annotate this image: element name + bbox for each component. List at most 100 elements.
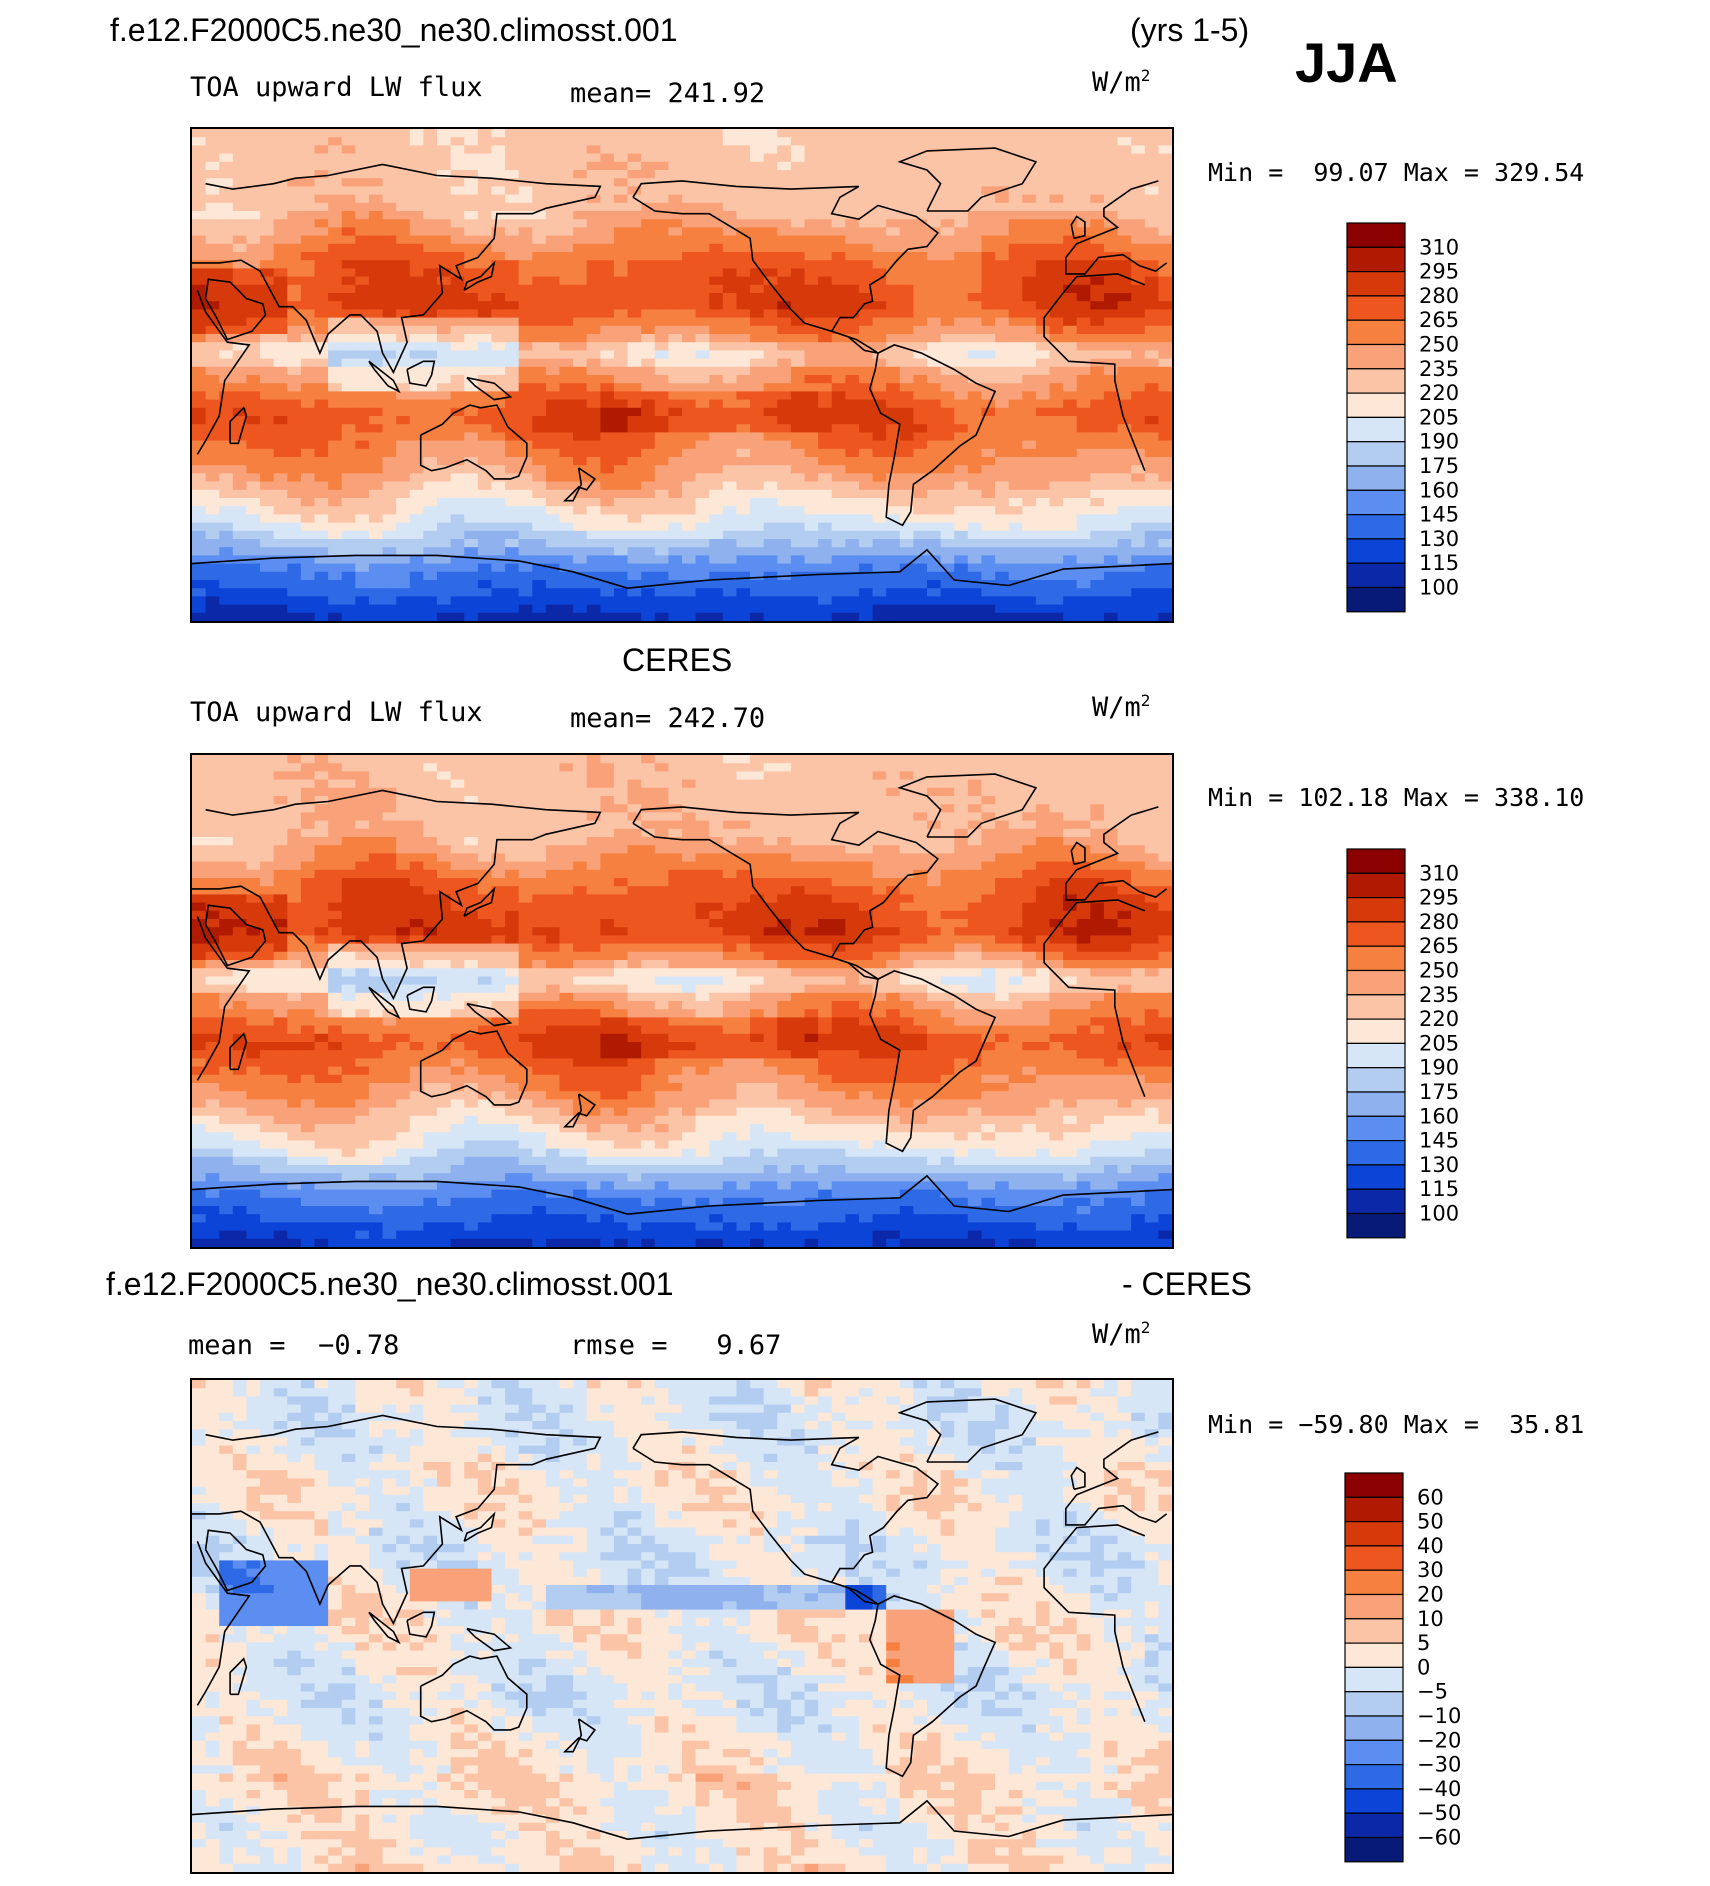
field-cell bbox=[777, 268, 792, 278]
field-cell bbox=[273, 194, 288, 204]
field-cell bbox=[559, 366, 574, 376]
field-cell bbox=[654, 137, 669, 146]
field-cell bbox=[314, 178, 329, 187]
field-cell bbox=[613, 571, 629, 581]
field-cell bbox=[1144, 161, 1159, 171]
colorbar-swatch bbox=[1346, 343, 1406, 370]
field-cell bbox=[1049, 571, 1064, 581]
field-cell bbox=[627, 202, 642, 212]
field-cell bbox=[205, 432, 220, 442]
field-cell bbox=[1008, 334, 1023, 343]
field-cell bbox=[845, 440, 860, 450]
field-cell bbox=[1117, 812, 1132, 822]
field-cell bbox=[1158, 276, 1172, 286]
field-cell bbox=[477, 506, 493, 515]
field-cell bbox=[913, 211, 928, 220]
field-cell bbox=[858, 612, 874, 621]
field-cell bbox=[845, 194, 860, 204]
field-cell bbox=[205, 489, 220, 499]
field-cell bbox=[1008, 276, 1023, 286]
field-cell bbox=[750, 481, 765, 491]
field-cell bbox=[586, 186, 601, 196]
field-cell bbox=[722, 489, 738, 499]
field-cell bbox=[940, 473, 955, 483]
field-cell bbox=[1144, 243, 1159, 253]
field-cell bbox=[368, 399, 384, 409]
field-cell bbox=[545, 145, 561, 155]
field-cell bbox=[1144, 293, 1159, 302]
field-cell bbox=[831, 588, 846, 597]
field-cell bbox=[682, 243, 697, 253]
field-cell bbox=[886, 498, 901, 507]
field-cell bbox=[205, 547, 220, 556]
field-cell bbox=[192, 383, 207, 392]
field-cell bbox=[586, 547, 601, 556]
coastline-13 bbox=[368, 360, 401, 394]
field-cell bbox=[545, 268, 561, 278]
field-cell bbox=[423, 812, 438, 822]
field-cell bbox=[1049, 596, 1064, 606]
field-cell bbox=[573, 268, 588, 278]
field-cell bbox=[899, 787, 914, 797]
field-cell bbox=[899, 448, 914, 458]
field-cell bbox=[1008, 129, 1023, 138]
field-cell bbox=[981, 211, 996, 220]
field-cell bbox=[763, 153, 778, 163]
field-cell bbox=[314, 481, 329, 491]
field-cell bbox=[654, 375, 669, 384]
field-cell bbox=[722, 145, 738, 155]
field-cell bbox=[1049, 260, 1064, 269]
field-cell bbox=[886, 186, 901, 196]
field-cell bbox=[1131, 473, 1146, 483]
field-cell bbox=[1090, 465, 1105, 474]
field-cell bbox=[246, 202, 261, 212]
field-cell bbox=[355, 211, 370, 220]
field-cell bbox=[1090, 612, 1105, 621]
field-cell bbox=[1076, 268, 1091, 278]
field-cell bbox=[668, 153, 683, 163]
field-cell bbox=[995, 465, 1010, 474]
field-cell bbox=[831, 137, 846, 146]
field-cell bbox=[627, 489, 642, 499]
field-cell bbox=[437, 506, 452, 515]
field-cell bbox=[1158, 342, 1172, 351]
field-cell bbox=[396, 235, 411, 245]
field-cell bbox=[368, 137, 384, 146]
field-cell bbox=[695, 375, 710, 384]
field-cell bbox=[1049, 612, 1064, 621]
field-cell bbox=[872, 243, 887, 253]
field-cell bbox=[613, 555, 629, 565]
field-cell bbox=[423, 309, 438, 319]
field-cell bbox=[559, 284, 574, 294]
field-cell bbox=[818, 530, 833, 540]
field-cell bbox=[858, 514, 874, 524]
field-cell bbox=[1158, 448, 1172, 458]
field-cell bbox=[818, 763, 833, 772]
field-cell bbox=[491, 506, 506, 515]
field-cell bbox=[287, 194, 302, 204]
field-cell bbox=[246, 804, 261, 813]
field-cell bbox=[273, 260, 288, 269]
field-cell bbox=[790, 547, 806, 556]
field-cell bbox=[1158, 235, 1172, 245]
field-cell bbox=[1144, 555, 1159, 565]
field-cell bbox=[763, 481, 778, 491]
field-cell bbox=[246, 301, 261, 310]
field-cell bbox=[300, 604, 316, 614]
field-cell bbox=[886, 555, 901, 565]
field-cell bbox=[899, 812, 914, 822]
field-cell bbox=[219, 399, 234, 409]
field-cell bbox=[886, 276, 901, 286]
field-cell bbox=[1049, 145, 1064, 155]
field-cell bbox=[341, 334, 356, 343]
field-cell bbox=[1131, 796, 1146, 805]
field-cell bbox=[641, 481, 656, 491]
field-cell bbox=[450, 383, 465, 392]
field-cell bbox=[940, 194, 955, 204]
field-cell bbox=[1090, 580, 1105, 589]
field-cell bbox=[491, 812, 506, 822]
field-cell bbox=[1035, 252, 1051, 261]
field-cell bbox=[695, 498, 710, 507]
coastline-5 bbox=[831, 330, 879, 354]
field-cell bbox=[872, 309, 887, 319]
